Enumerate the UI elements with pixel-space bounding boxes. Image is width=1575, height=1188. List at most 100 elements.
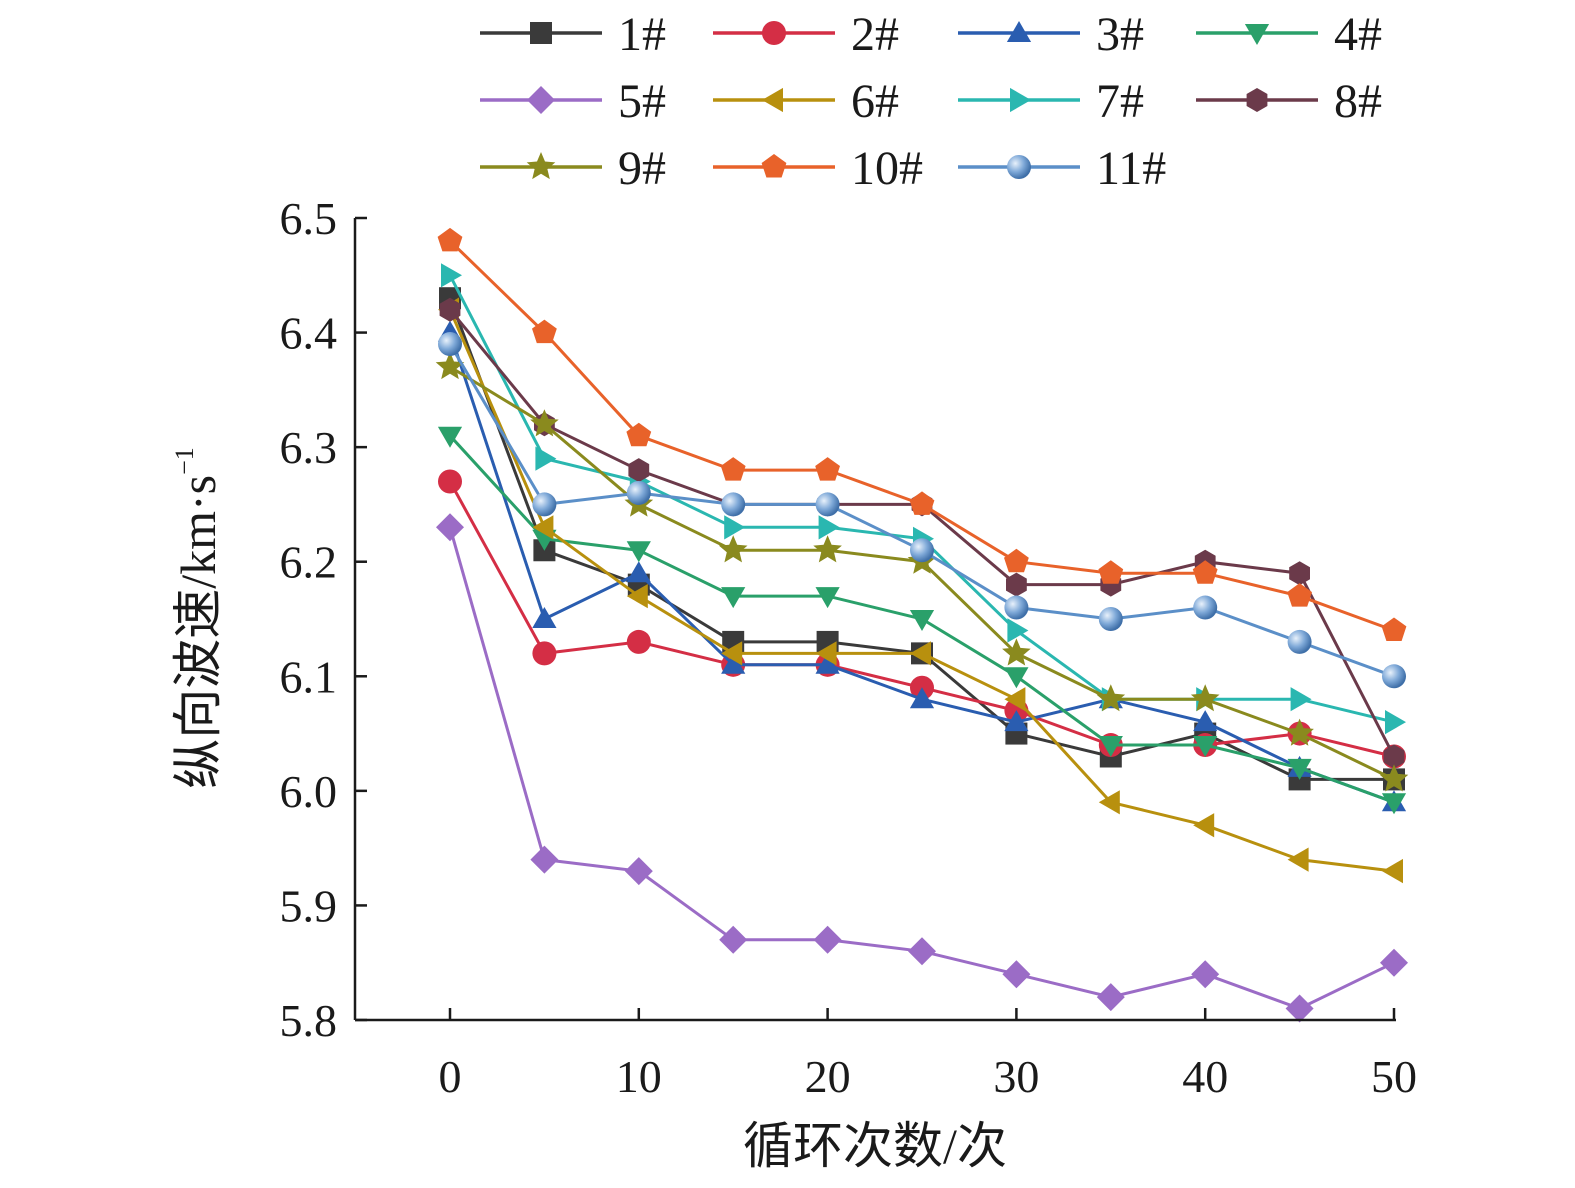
y-axis-title-main: 纵向波速/km·s xyxy=(170,475,226,789)
series-4# xyxy=(437,426,1407,815)
data-point xyxy=(441,263,462,288)
data-point xyxy=(1285,718,1314,746)
data-point xyxy=(1290,687,1312,712)
data-point xyxy=(626,480,651,505)
y-tick-label: 6.0 xyxy=(280,766,338,817)
series-9# xyxy=(435,351,1409,792)
data-point xyxy=(1287,847,1309,872)
data-point xyxy=(719,925,748,954)
legend-marker xyxy=(526,152,556,180)
x-tick-label: 40 xyxy=(1182,1051,1228,1102)
y-tick-label: 6.1 xyxy=(280,651,338,702)
data-point xyxy=(815,587,840,609)
data-point xyxy=(1193,736,1218,757)
axes: 5.8 5.9 6.0 6.1 6.2 6.3 6.4 6.5 0 10 20 30 40 50 xyxy=(280,193,1418,1102)
data-point xyxy=(626,422,652,447)
data-point xyxy=(437,426,463,448)
data-point xyxy=(624,857,653,886)
data-point xyxy=(439,297,461,322)
legend-item-9#: 9# xyxy=(480,142,666,195)
data-point xyxy=(1383,744,1405,769)
data-point xyxy=(436,513,464,542)
y-tick-label: 5.8 xyxy=(280,995,338,1046)
data-point xyxy=(530,409,559,437)
y-tick-label: 5.9 xyxy=(280,880,338,931)
data-point xyxy=(1287,583,1312,607)
series-line xyxy=(448,239,1395,632)
series-10# xyxy=(437,227,1407,641)
data-point xyxy=(532,607,557,628)
series-lines xyxy=(435,227,1409,1023)
data-point xyxy=(1382,664,1406,689)
data-point xyxy=(909,687,935,709)
series-line xyxy=(449,365,1395,781)
data-point xyxy=(532,641,557,666)
data-point xyxy=(815,457,840,481)
data-point xyxy=(1004,548,1029,573)
series-5# xyxy=(436,513,1408,1023)
legend-item-5#: 5# xyxy=(480,75,666,128)
data-point xyxy=(626,584,648,609)
legend-marker xyxy=(1006,21,1032,42)
data-point xyxy=(530,845,559,874)
legend-marker xyxy=(1246,88,1268,112)
data-point xyxy=(438,332,462,357)
data-point xyxy=(910,538,934,563)
legend-marker xyxy=(762,87,783,113)
legend-label: 2# xyxy=(851,8,899,61)
legend-item-7#: 7# xyxy=(958,75,1144,128)
x-tick-label: 0 xyxy=(439,1051,462,1102)
data-point xyxy=(1287,629,1312,654)
data-point xyxy=(1002,960,1031,989)
data-point xyxy=(1098,560,1124,584)
legend-label: 10# xyxy=(851,142,923,195)
data-point xyxy=(626,629,651,654)
data-point xyxy=(1381,617,1407,641)
data-point xyxy=(1004,667,1029,689)
legend-label: 5# xyxy=(618,75,666,128)
data-point xyxy=(1381,793,1407,815)
data-point xyxy=(1190,684,1220,712)
y-tick-label: 6.3 xyxy=(280,422,338,473)
data-point xyxy=(1193,813,1215,838)
legend-label: 8# xyxy=(1334,75,1382,128)
data-point xyxy=(910,641,931,666)
data-point xyxy=(815,652,840,674)
svg-text:纵向波速/km·s−1: 纵向波速/km·s−1 xyxy=(170,447,226,789)
data-point xyxy=(1007,618,1029,643)
data-point xyxy=(818,515,840,540)
data-point xyxy=(721,652,746,674)
x-tick-label: 10 xyxy=(616,1051,662,1102)
data-point xyxy=(720,457,746,481)
legend-item-10#: 10# xyxy=(713,142,923,195)
data-point xyxy=(1002,638,1031,666)
data-point xyxy=(815,492,840,517)
y-axis-title: 纵向波速/km·s−1 xyxy=(170,447,226,789)
data-point xyxy=(1098,607,1123,631)
legend-item-4#: 4# xyxy=(1196,8,1382,61)
data-point xyxy=(1285,994,1314,1023)
data-point xyxy=(1379,764,1409,792)
data-point xyxy=(1004,595,1029,620)
legend-label: 3# xyxy=(1096,8,1144,61)
legend-marker xyxy=(762,21,786,45)
data-point xyxy=(1098,736,1123,757)
data-point xyxy=(909,491,935,515)
data-point xyxy=(813,535,842,563)
data-point xyxy=(908,937,936,966)
legend-marker xyxy=(1010,87,1031,113)
data-point xyxy=(535,446,557,471)
data-point xyxy=(1004,710,1029,732)
legend-label: 9# xyxy=(618,142,666,195)
data-point xyxy=(532,319,557,344)
data-point xyxy=(1193,595,1218,620)
data-point xyxy=(815,641,837,666)
y-axis-title-sup: −1 xyxy=(170,447,199,475)
series-11# xyxy=(438,332,1406,689)
legend-marker xyxy=(761,154,787,178)
legend-label: 4# xyxy=(1334,8,1382,61)
data-point xyxy=(718,535,748,563)
legend-label: 7# xyxy=(1096,75,1144,128)
data-point xyxy=(532,492,557,517)
